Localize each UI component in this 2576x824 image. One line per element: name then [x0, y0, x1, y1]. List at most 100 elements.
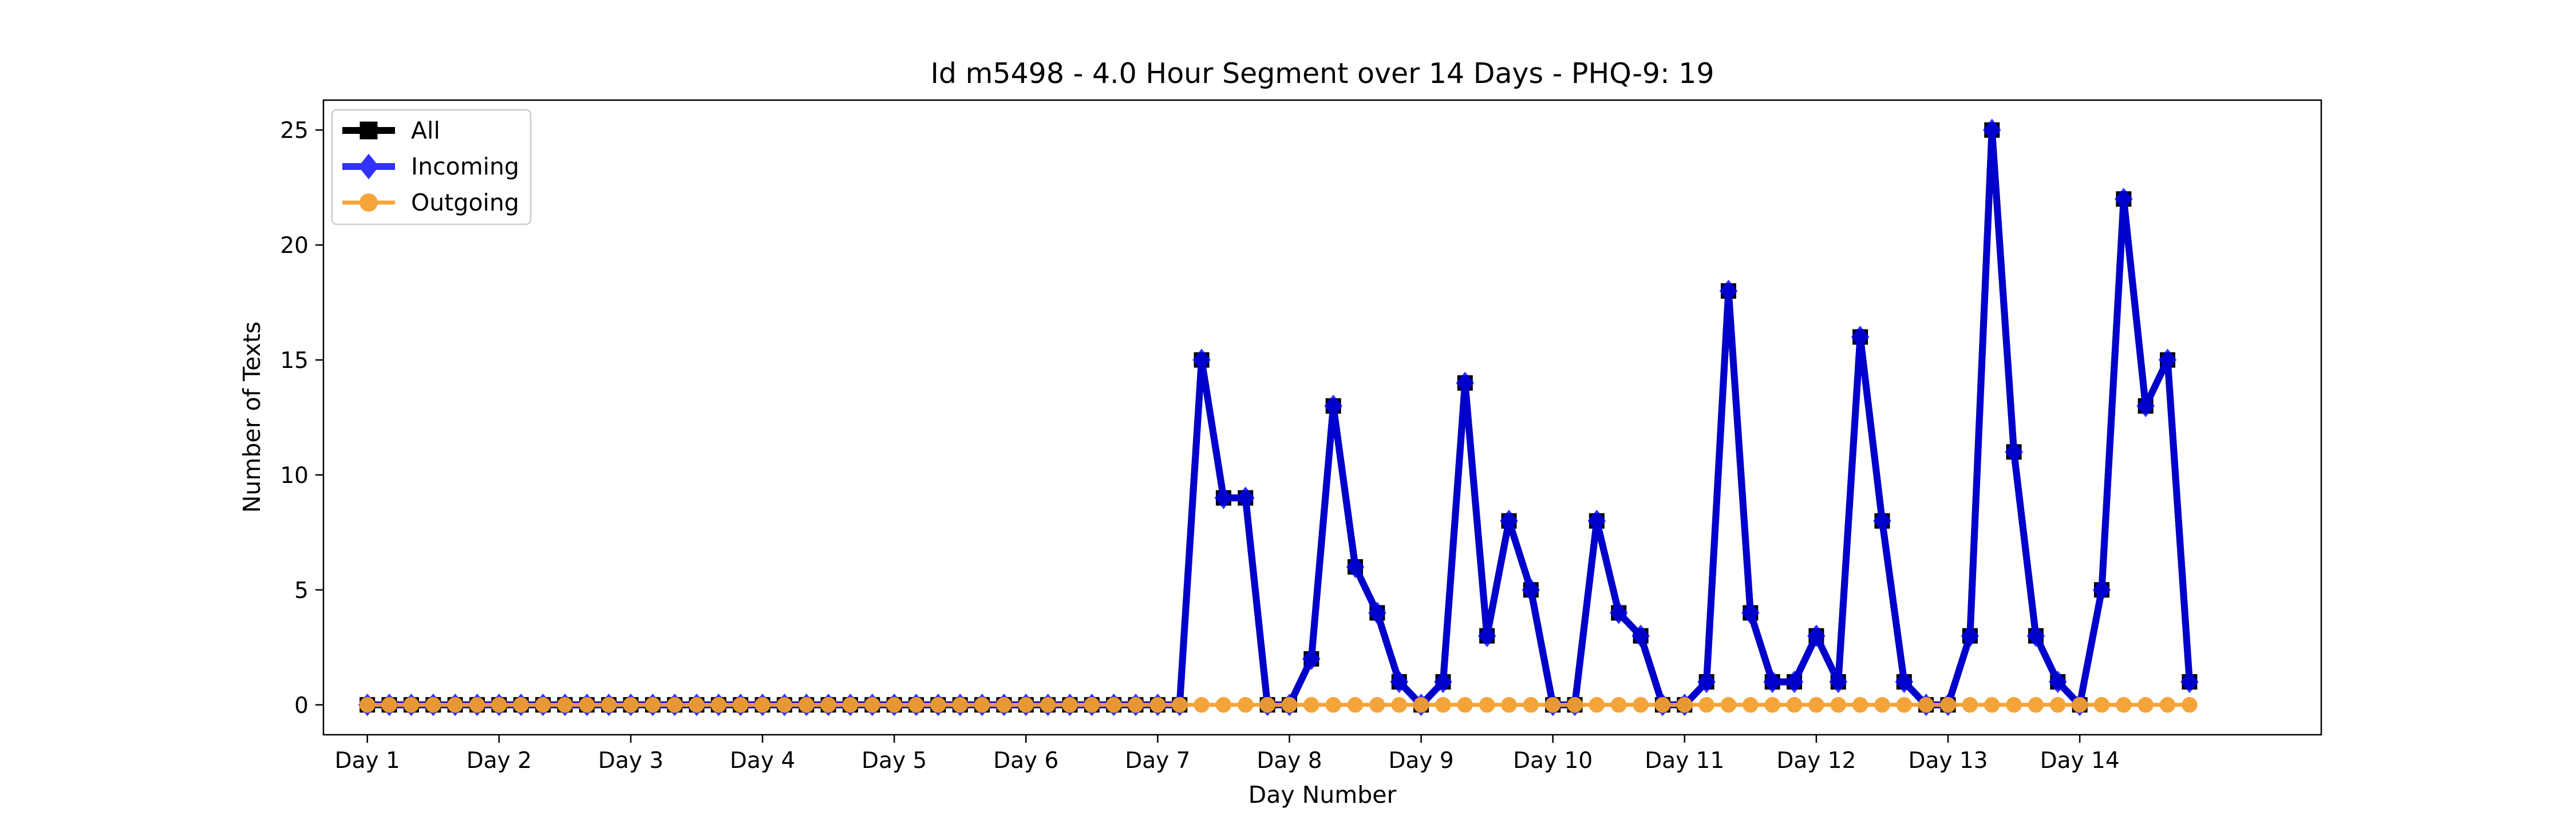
- data-point-incoming: [1829, 670, 1848, 694]
- data-point-outgoing: [447, 697, 463, 713]
- data-point-outgoing: [1808, 697, 1824, 713]
- data-point-outgoing: [2159, 697, 2176, 713]
- data-point-incoming: [2115, 188, 2133, 211]
- data-point-incoming: [1895, 670, 1914, 694]
- legend-swatch-marker: [359, 121, 378, 140]
- data-point-outgoing: [1544, 697, 1561, 713]
- data-point-incoming: [1741, 601, 1760, 624]
- legend: All Incoming Outgoing: [331, 109, 532, 225]
- data-point-outgoing: [1172, 697, 1188, 713]
- data-point-outgoing: [2028, 697, 2044, 713]
- data-point-outgoing: [1896, 697, 1913, 713]
- data-point-outgoing: [1786, 697, 1803, 713]
- legend-swatch-marker: [358, 153, 379, 180]
- data-point-outgoing: [1215, 697, 1232, 713]
- y-axis-label: Number of Texts: [238, 322, 266, 513]
- y-tick-label: 20: [280, 233, 309, 259]
- data-point-outgoing: [799, 697, 815, 713]
- data-point-outgoing: [535, 697, 551, 713]
- data-point-incoming: [1982, 118, 2001, 141]
- data-point-incoming: [1609, 601, 1628, 624]
- data-point-outgoing: [1040, 697, 1056, 713]
- data-point-incoming: [1961, 624, 1980, 647]
- data-point-outgoing: [864, 697, 880, 713]
- data-point-incoming: [1785, 670, 1804, 694]
- legend-label: All: [411, 117, 440, 144]
- data-point-incoming: [1346, 555, 1365, 579]
- data-point-outgoing: [1062, 697, 1078, 713]
- plot-frame: [322, 99, 2322, 736]
- data-point-outgoing: [1852, 697, 1868, 713]
- data-point-outgoing: [1501, 697, 1517, 713]
- data-point-outgoing: [2006, 697, 2022, 713]
- x-axis-ticks: Day 1 Day 2 Day 3 Day 4 Day 5 Day 6 Day 7 Day 8…: [335, 735, 2120, 774]
- data-point-outgoing: [1435, 697, 1451, 713]
- data-point-outgoing: [952, 697, 968, 713]
- data-point-incoming: [1631, 624, 1650, 647]
- data-point-incoming: [2158, 348, 2177, 371]
- data-point-outgoing: [1654, 697, 1671, 713]
- x-tick-label: Day 1: [335, 748, 400, 774]
- y-tick-label: 10: [280, 463, 309, 489]
- data-point-outgoing: [1238, 697, 1254, 713]
- x-tick-label: Day 3: [598, 748, 663, 774]
- data-point-outgoing: [842, 697, 859, 713]
- x-tick-label: Day 11: [1645, 748, 1724, 774]
- data-point-outgoing: [1259, 697, 1275, 713]
- y-tick-label: 0: [294, 693, 309, 719]
- y-tick-label: 5: [294, 578, 309, 604]
- data-point-outgoing: [381, 697, 397, 713]
- data-point-outgoing: [513, 697, 529, 713]
- data-point-outgoing: [1479, 697, 1495, 713]
- data-point-outgoing: [1567, 697, 1583, 713]
- x-axis-label: Day Number: [1249, 781, 1397, 809]
- data-point-outgoing: [1764, 697, 1780, 713]
- data-point-incoming: [2026, 624, 2045, 647]
- data-point-outgoing: [996, 697, 1012, 713]
- data-point-outgoing: [425, 697, 441, 713]
- data-point-incoming: [1368, 601, 1386, 624]
- data-point-outgoing: [1149, 697, 1166, 713]
- data-point-outgoing: [732, 697, 749, 713]
- x-tick-label: Day 7: [1125, 748, 1190, 774]
- data-point-outgoing: [1633, 697, 1649, 713]
- data-point-outgoing: [491, 697, 507, 713]
- legend-label: Incoming: [411, 153, 519, 180]
- legend-label: Outgoing: [411, 189, 519, 216]
- data-point-outgoing: [1918, 697, 1934, 713]
- data-point-incoming: [1434, 670, 1452, 694]
- data-point-outgoing: [1677, 697, 1693, 713]
- chart-title: Id m5498 - 4.0 Hour Segment over 14 Days…: [930, 57, 1714, 90]
- data-point-outgoing: [579, 697, 595, 713]
- data-point-outgoing: [820, 697, 836, 713]
- series-layer: [358, 118, 2199, 716]
- data-point-outgoing: [1281, 697, 1298, 713]
- data-point-outgoing: [1743, 697, 1759, 713]
- data-point-incoming: [1873, 509, 1891, 533]
- data-point-outgoing: [1084, 697, 1100, 713]
- data-point-outgoing: [1589, 697, 1605, 713]
- data-point-outgoing: [908, 697, 924, 713]
- data-point-outgoing: [1303, 697, 1319, 713]
- data-point-outgoing: [2116, 697, 2132, 713]
- x-tick-label: Day 10: [1513, 748, 1593, 774]
- data-point-incoming: [1192, 348, 1211, 371]
- data-point-outgoing: [1105, 697, 1122, 713]
- data-point-outgoing: [2093, 697, 2110, 713]
- data-point-outgoing: [974, 697, 990, 713]
- data-point-outgoing: [1720, 697, 1737, 713]
- data-point-outgoing: [1874, 697, 1890, 713]
- data-point-outgoing: [754, 697, 771, 713]
- legend-entry-all: [342, 121, 395, 140]
- data-point-outgoing: [1018, 697, 1034, 713]
- data-point-incoming: [1456, 371, 1475, 394]
- data-point-outgoing: [2072, 697, 2088, 713]
- data-point-incoming: [1236, 486, 1255, 509]
- data-point-outgoing: [1347, 697, 1364, 713]
- legend-box: [331, 109, 532, 225]
- data-point-incoming: [1697, 670, 1716, 694]
- data-point-incoming: [1390, 670, 1408, 694]
- data-point-outgoing: [557, 697, 573, 713]
